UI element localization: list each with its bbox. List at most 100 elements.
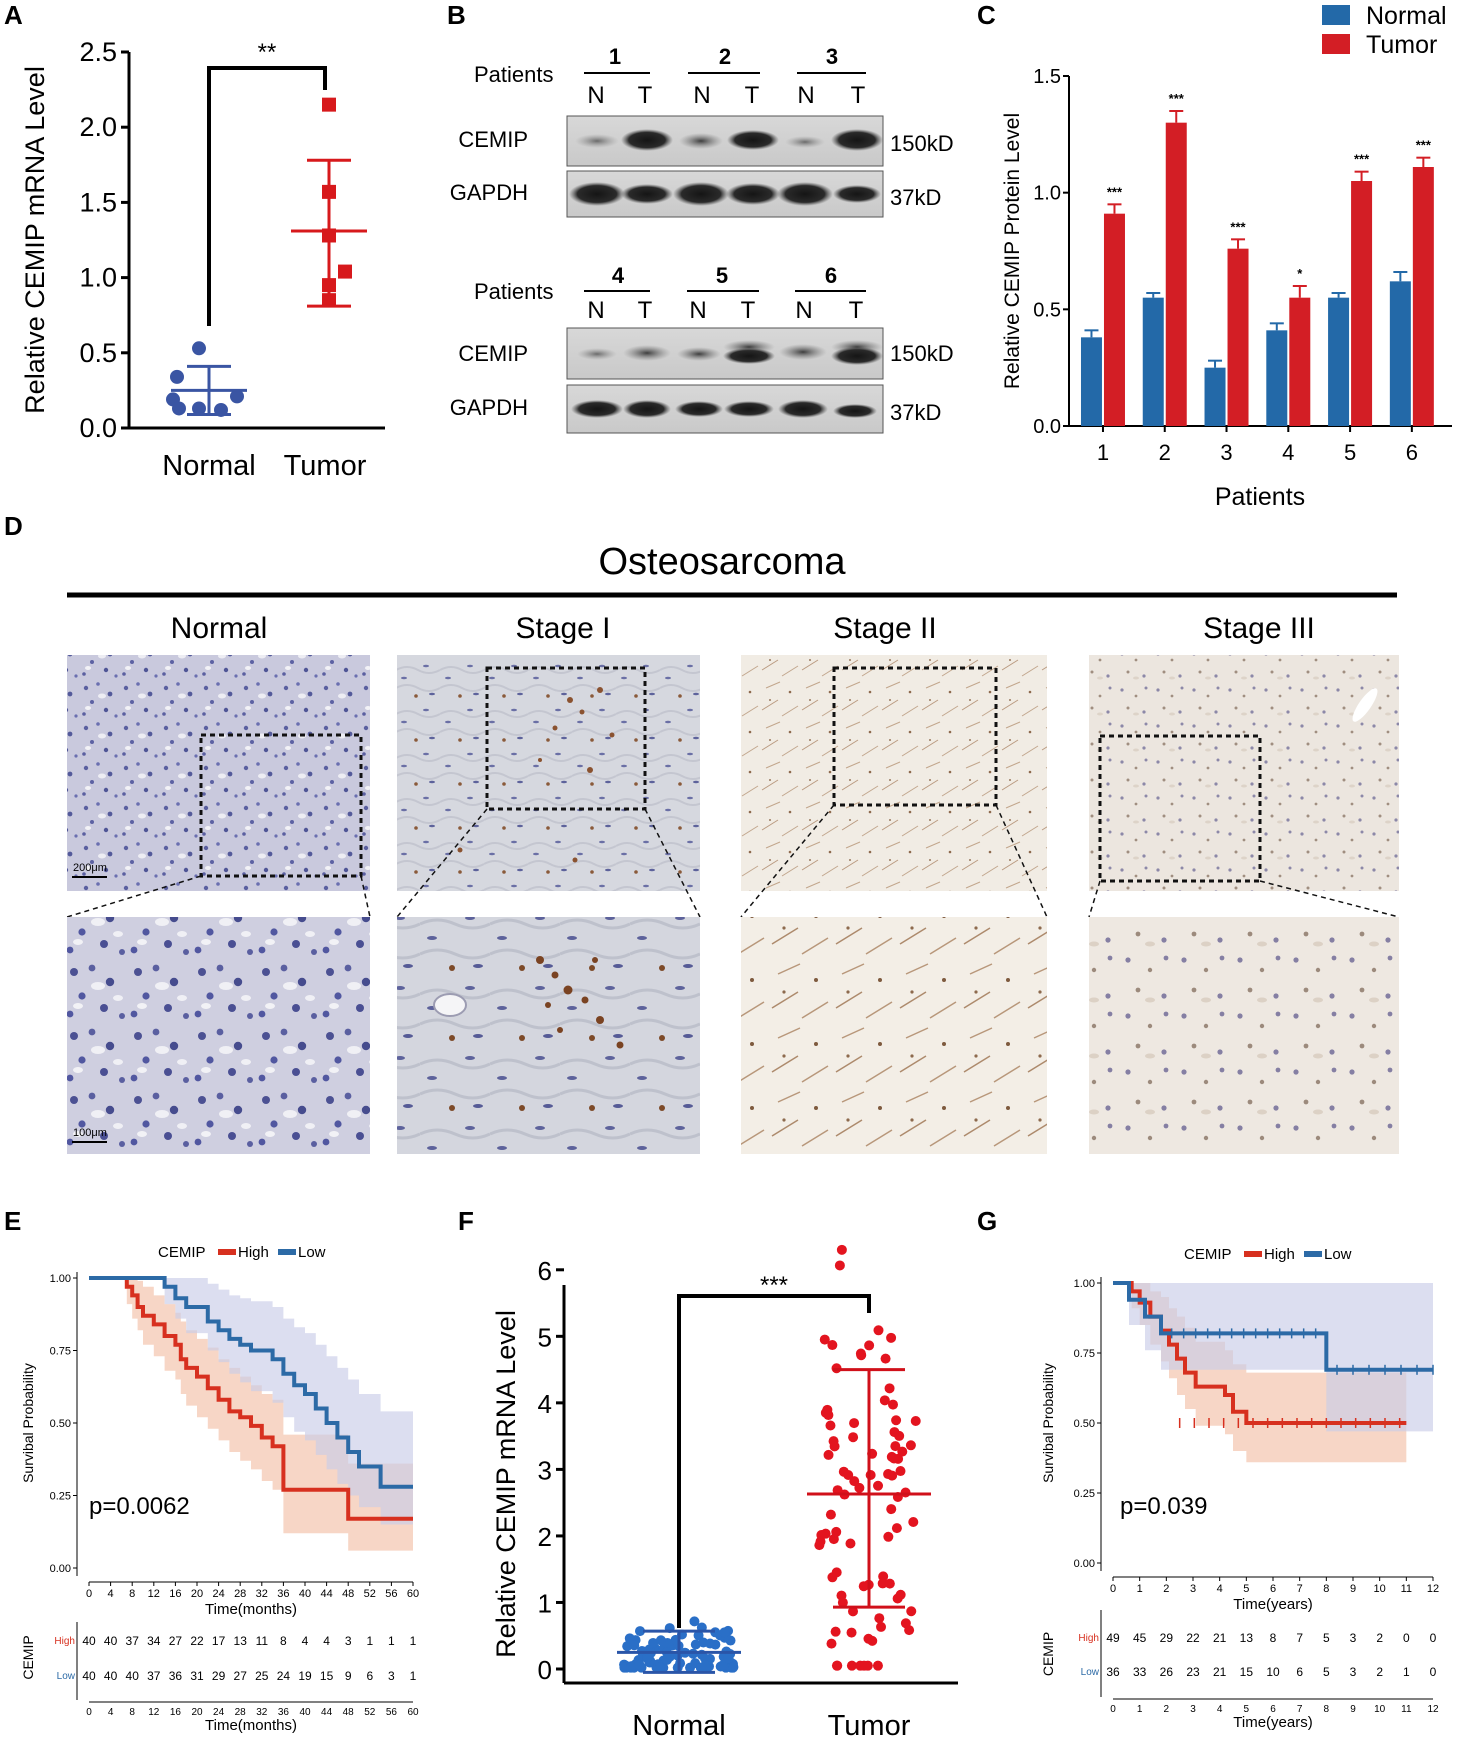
- data-point-tumor: [338, 264, 352, 279]
- x-tick-label: 44: [320, 1588, 332, 1600]
- data-point-tumor: [883, 1531, 894, 1542]
- significance-label: ***: [1169, 91, 1185, 106]
- blot-band: [571, 400, 623, 418]
- bar-tumor: [1412, 167, 1434, 426]
- y-axis-label: Relative CEMIP Protein Level: [1001, 113, 1024, 389]
- y-axis-label: Survibal Probability: [20, 1363, 36, 1483]
- confidence-band-high: [89, 1278, 413, 1551]
- risk-table-count: 22: [1186, 1631, 1200, 1645]
- x-tick-label: 10: [1374, 1583, 1386, 1595]
- blot-band: [675, 401, 723, 417]
- blot-band: [623, 400, 671, 418]
- data-point-tumor: [863, 1633, 874, 1644]
- risk-table-x-tick-label: 3: [1190, 1704, 1196, 1715]
- patients-label-bottom: Patients: [474, 279, 554, 304]
- risk-table-count: 1: [366, 1634, 373, 1648]
- risk-table-count: 13: [1240, 1631, 1254, 1645]
- p-value-label: p=0.0062: [89, 1493, 190, 1520]
- data-point-tumor: [890, 1441, 901, 1452]
- blot-band: [833, 404, 877, 418]
- data-point-tumor: [825, 1509, 836, 1520]
- legend-title: CEMIP: [1184, 1246, 1232, 1263]
- data-point-tumor: [873, 1480, 884, 1491]
- data-point-tumor: [827, 1340, 838, 1351]
- risk-table-count: 22: [190, 1634, 204, 1648]
- ihc-column-label: Stage I: [515, 612, 610, 645]
- data-point-normal: [698, 1637, 709, 1648]
- risk-table-x-tick-label: 24: [213, 1707, 225, 1718]
- risk-table-count: 27: [234, 1669, 248, 1683]
- bar-normal: [1204, 367, 1226, 426]
- zoom-connector: [396, 808, 488, 918]
- risk-table-count: 1: [410, 1669, 417, 1683]
- data-point-tumor: [836, 1244, 847, 1255]
- zoom-connector: [740, 804, 835, 918]
- x-tick-label: 36: [277, 1588, 289, 1600]
- survival-curve-high: [89, 1276, 413, 1521]
- data-point-tumor: [819, 1334, 830, 1345]
- data-point-tumor: [879, 1395, 890, 1406]
- risk-table-count: 4: [302, 1634, 309, 1648]
- risk-table-label: CEMIP: [20, 1635, 36, 1679]
- data-point-normal: [230, 389, 244, 404]
- significance-label: ***: [1416, 138, 1432, 153]
- y-tick-label: 0.50: [1074, 1418, 1095, 1430]
- risk-table-count: 5: [1323, 1631, 1330, 1645]
- blot-band: [777, 182, 833, 206]
- bar-tumor: [1227, 248, 1249, 426]
- ihc-title: Osteosarcoma: [598, 541, 846, 583]
- significance-bracket: [677, 1294, 871, 1628]
- x-tick-label: 2: [1163, 1583, 1169, 1595]
- blot-band: [569, 182, 625, 206]
- y-tick-label: 0.50: [50, 1418, 71, 1430]
- data-point-tumor: [827, 1572, 838, 1583]
- data-point-normal: [685, 1662, 696, 1673]
- risk-table-count: 3: [345, 1634, 352, 1648]
- bar-tumor: [1289, 297, 1311, 426]
- risk-table-x-tick-label: 0: [1110, 1704, 1116, 1715]
- blot-protein-label: GAPDH: [450, 395, 528, 420]
- ihc-column-label: Normal: [171, 612, 268, 645]
- risk-table-count: 1: [388, 1634, 395, 1648]
- x-tick-label: 4: [1217, 1583, 1223, 1595]
- x-tick-label: 12: [148, 1588, 160, 1600]
- x-tick-label: 0: [86, 1588, 92, 1600]
- risk-table-count: 27: [169, 1634, 183, 1648]
- risk-table-count: 3: [1350, 1631, 1357, 1645]
- risk-table-count: 36: [1106, 1665, 1120, 1679]
- ihc-zoom-stage-ii: [741, 917, 1047, 1154]
- panel-letter-d: D: [4, 511, 23, 541]
- risk-table-count: 6: [1296, 1665, 1303, 1679]
- y-tick-label: 0.0: [79, 413, 117, 443]
- risk-table-count: 0: [1430, 1665, 1437, 1679]
- panel-letter-e: E: [4, 1206, 21, 1236]
- data-point-tumor: [889, 1453, 900, 1464]
- data-point-normal: [648, 1637, 659, 1648]
- risk-table-x-tick-label: 20: [191, 1707, 203, 1718]
- legend-swatch-tumor: [1322, 34, 1350, 54]
- significance-label: ***: [1230, 219, 1246, 234]
- data-point-tumor: [846, 1660, 857, 1671]
- risk-table-count: 23: [1186, 1665, 1200, 1679]
- panel-b-western-blot: Patients 1 2 3 N T N T N T CEMIP 150kD G…: [450, 44, 954, 434]
- data-point-tumor: [895, 1589, 906, 1600]
- lane-label: T: [849, 297, 864, 324]
- legend-label: High: [1264, 1246, 1295, 1263]
- data-point-tumor: [873, 1325, 884, 1336]
- blot-band: [621, 184, 673, 204]
- risk-table-count: 21: [1213, 1665, 1227, 1679]
- data-point-tumor: [848, 1432, 859, 1443]
- scale-bar-label: 200μm: [73, 862, 107, 874]
- x-tick-label: 52: [364, 1588, 376, 1600]
- data-point-tumor: [904, 1625, 915, 1636]
- blot-band: [724, 401, 774, 417]
- survival-curve-low: [1113, 1281, 1433, 1372]
- data-point-normal: [192, 341, 206, 356]
- risk-table-x-tick-label: 16: [170, 1707, 182, 1718]
- y-axis-label: Relative CEMIP mRNA Level: [491, 1310, 521, 1658]
- bar-tumor: [1351, 181, 1373, 426]
- y-tick-label: 2.5: [79, 37, 117, 67]
- data-point-normal: [654, 1662, 665, 1673]
- x-tick-label: 20: [191, 1588, 203, 1600]
